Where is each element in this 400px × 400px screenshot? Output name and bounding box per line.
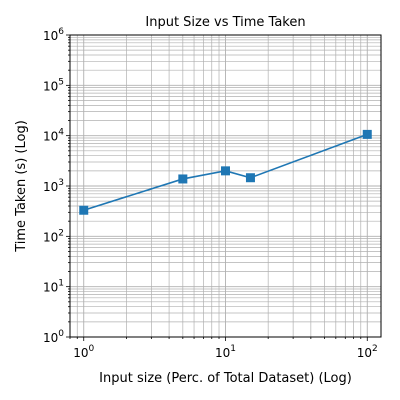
data-point-marker bbox=[245, 173, 255, 183]
y-tick-label: 106 bbox=[43, 27, 64, 43]
data-point-marker bbox=[221, 166, 230, 176]
data-point-marker bbox=[362, 129, 372, 139]
tick-marks bbox=[66, 34, 368, 341]
series-layer bbox=[79, 129, 372, 215]
y-tick-label: 105 bbox=[43, 77, 64, 93]
tick-labels: 100 101 102 100 101 102 103 104 105 106 bbox=[43, 27, 378, 360]
grid-lines bbox=[69, 34, 381, 338]
x-axis-title: Input size (Perc. of Total Dataset) (Log… bbox=[99, 371, 352, 386]
y-tick-label: 102 bbox=[43, 228, 64, 244]
x-tick-label: 100 bbox=[73, 344, 94, 360]
y-tick-label: 104 bbox=[43, 128, 64, 144]
y-tick-label: 100 bbox=[43, 329, 64, 345]
x-tick-label: 102 bbox=[357, 344, 378, 360]
data-point-marker bbox=[79, 205, 89, 215]
y-axis-title: Time Taken (s) (Log) bbox=[14, 120, 29, 253]
chart-title: Input Size vs Time Taken bbox=[145, 15, 305, 30]
y-tick-label: 101 bbox=[43, 279, 64, 295]
y-tick-label: 103 bbox=[43, 178, 64, 194]
data-point-marker bbox=[178, 174, 188, 184]
x-tick-label: 101 bbox=[215, 344, 236, 360]
